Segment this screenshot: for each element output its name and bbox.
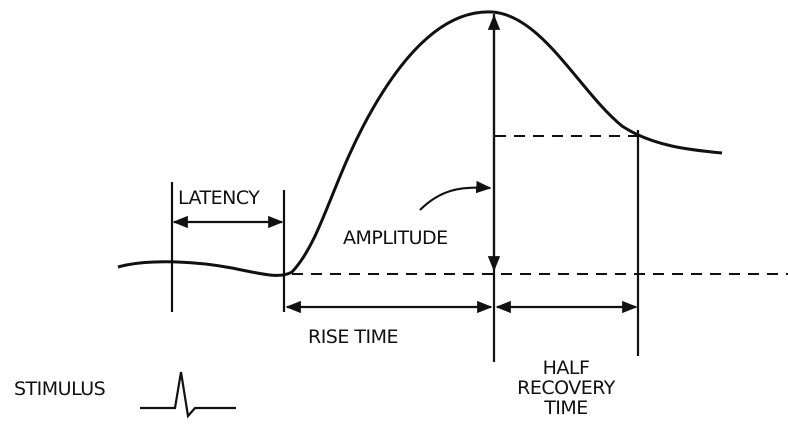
amplitude-pointer <box>419 180 492 211</box>
half-recovery-label: RECOVERY <box>517 377 616 399</box>
half-recovery-label: HALF <box>543 357 590 379</box>
stimulus-wave <box>140 371 236 419</box>
rise-time-label: RISE TIME <box>308 326 398 348</box>
response-curve <box>117 10 723 277</box>
latency-label: LATENCY <box>178 187 260 209</box>
amplitude-label: AMPLITUDE <box>343 227 448 249</box>
stimulus-label: STIMULUS <box>14 378 105 400</box>
half-recovery-label: TIME <box>543 397 588 419</box>
